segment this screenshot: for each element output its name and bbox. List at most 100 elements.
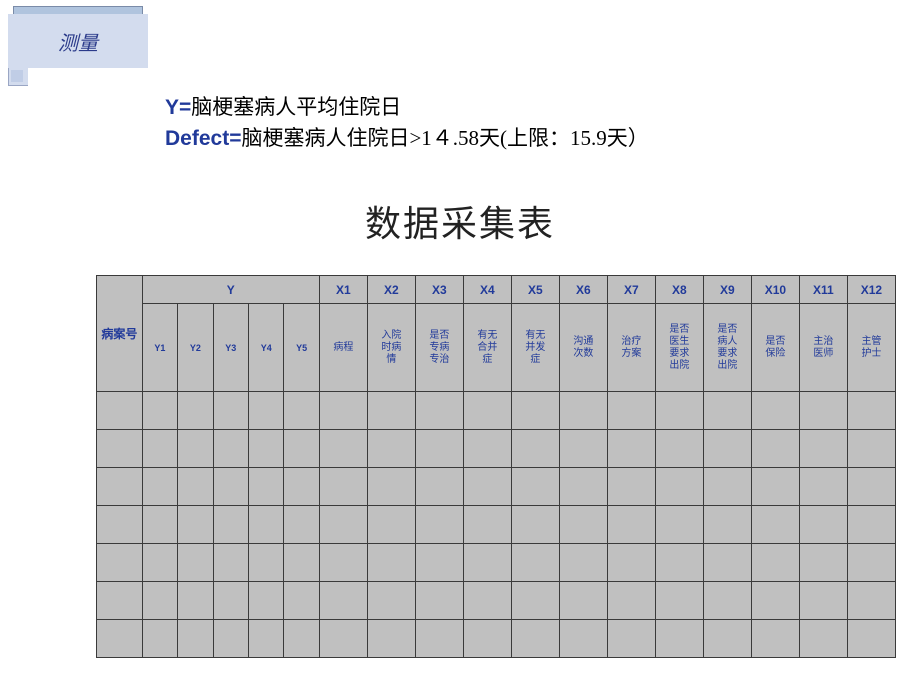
data-collection-table: 病案号 Y X1 X2 X3 X4 X5 X6 X7 X8 X9 X10 X11… — [96, 275, 896, 658]
table-cell — [463, 468, 511, 506]
table-cell — [142, 392, 177, 430]
table-header-row-2: Y1 Y2 Y3 Y4 Y5 病程 入院时病情 是否专病专治 有无合并症 有无并… — [97, 304, 896, 392]
table-cell — [463, 582, 511, 620]
y2-sub: Y2 — [178, 304, 213, 392]
table-cell — [703, 544, 751, 582]
table-cell — [847, 544, 895, 582]
table-cell — [463, 430, 511, 468]
table-cell — [655, 430, 703, 468]
y1-sub: Y1 — [142, 304, 177, 392]
table-cell — [178, 506, 213, 544]
y-group-header: Y — [142, 276, 319, 304]
table-cell — [248, 506, 283, 544]
table-cell — [97, 620, 143, 658]
table-cell — [607, 392, 655, 430]
table-cell — [751, 506, 799, 544]
table-cell — [97, 468, 143, 506]
table-cell — [799, 582, 847, 620]
table-cell — [607, 430, 655, 468]
x11-label: 主治医师 — [799, 304, 847, 392]
x9-header: X9 — [703, 276, 751, 304]
table-cell — [213, 544, 248, 582]
table-cell — [511, 620, 559, 658]
x6-label: 沟通次数 — [559, 304, 607, 392]
table-cell — [97, 544, 143, 582]
table-row — [97, 620, 896, 658]
x5-header: X5 — [511, 276, 559, 304]
table-cell — [655, 582, 703, 620]
table-cell — [213, 620, 248, 658]
table-row — [97, 506, 896, 544]
table-cell — [559, 620, 607, 658]
x4-label: 有无合并症 — [463, 304, 511, 392]
table-cell — [559, 392, 607, 430]
x1-header: X1 — [319, 276, 367, 304]
table-cell — [213, 430, 248, 468]
table-cell — [415, 392, 463, 430]
x1-label: 病程 — [319, 304, 367, 392]
table-cell — [559, 468, 607, 506]
table-cell — [97, 506, 143, 544]
banner-roll — [13, 6, 143, 14]
table-cell — [367, 582, 415, 620]
table-cell — [248, 582, 283, 620]
table-cell — [248, 468, 283, 506]
table-cell — [284, 430, 319, 468]
table-cell — [511, 582, 559, 620]
table-cell — [559, 582, 607, 620]
x10-label: 是否保险 — [751, 304, 799, 392]
table-cell — [284, 468, 319, 506]
table-cell — [655, 392, 703, 430]
table-cell — [607, 582, 655, 620]
table-cell — [415, 468, 463, 506]
table-cell — [751, 544, 799, 582]
x2-header: X2 — [367, 276, 415, 304]
x4-header: X4 — [463, 276, 511, 304]
table-cell — [847, 468, 895, 506]
x8-header: X8 — [655, 276, 703, 304]
table-cell — [178, 392, 213, 430]
table-cell — [751, 582, 799, 620]
table-cell — [799, 430, 847, 468]
defect-definition: Defect=脑梗塞病人住院日>1４.58天(上限：15.9天） — [165, 123, 649, 154]
x8-label: 是否医生要求出院 — [655, 304, 703, 392]
table-cell — [703, 620, 751, 658]
y4-sub: Y4 — [248, 304, 283, 392]
case-no-label: 病案号 — [101, 327, 137, 341]
table-cell — [559, 430, 607, 468]
x3-label: 是否专病专治 — [415, 304, 463, 392]
table-cell — [511, 544, 559, 582]
table-cell — [655, 468, 703, 506]
table-cell — [284, 620, 319, 658]
empty-rows-body — [97, 392, 896, 658]
table-cell — [142, 544, 177, 582]
table-cell — [319, 468, 367, 506]
table-cell — [703, 468, 751, 506]
defect-label: Defect= — [165, 127, 241, 150]
table-cell — [799, 392, 847, 430]
table-cell — [559, 544, 607, 582]
table-cell — [213, 468, 248, 506]
table-cell — [284, 392, 319, 430]
x5-label: 有无并发症 — [511, 304, 559, 392]
banner-title: 测量 — [58, 27, 98, 56]
table-row — [97, 544, 896, 582]
table-cell — [319, 620, 367, 658]
x11-header: X11 — [799, 276, 847, 304]
table-header-row-1: 病案号 Y X1 X2 X3 X4 X5 X6 X7 X8 X9 X10 X11… — [97, 276, 896, 304]
x9-label: 是否病人要求出院 — [703, 304, 751, 392]
table-cell — [142, 582, 177, 620]
table-cell — [799, 544, 847, 582]
table-cell — [142, 620, 177, 658]
table-cell — [319, 544, 367, 582]
table-cell — [178, 620, 213, 658]
table-cell — [284, 582, 319, 620]
table-cell — [799, 468, 847, 506]
x10-header: X10 — [751, 276, 799, 304]
table-cell — [415, 582, 463, 620]
x2-label: 入院时病情 — [367, 304, 415, 392]
table-cell — [703, 582, 751, 620]
table-cell — [799, 620, 847, 658]
table-title: 数据采集表 — [0, 195, 920, 247]
table-cell — [415, 430, 463, 468]
